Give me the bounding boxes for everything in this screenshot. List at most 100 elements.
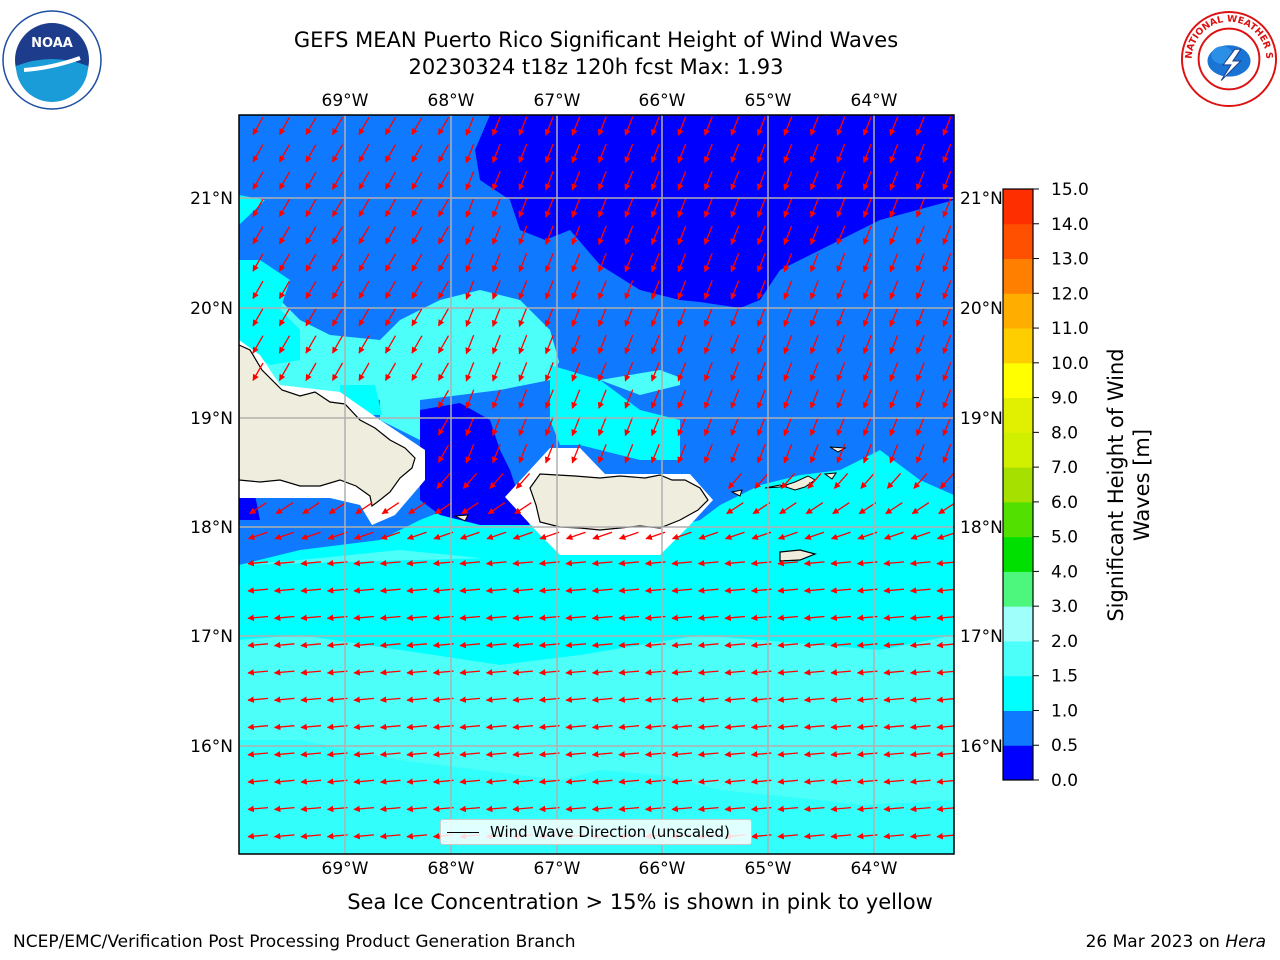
colorbar-title: Significant Height of Wind Waves [m] — [1104, 348, 1154, 622]
wind-wave-arrow — [909, 587, 931, 594]
wind-wave-arrow — [597, 225, 607, 246]
wind-wave-arrow — [465, 416, 475, 437]
wind-wave-arrow — [618, 559, 640, 567]
wind-wave-arrow — [491, 225, 501, 246]
wind-wave-arrow — [591, 669, 613, 676]
wind-wave-arrow — [597, 198, 607, 218]
wind-wave-arrow — [571, 362, 581, 382]
colorbar-swatch — [1003, 745, 1033, 781]
colorbar — [1003, 189, 1033, 781]
wind-wave-arrow — [485, 778, 507, 785]
wind-wave-arrow — [889, 307, 899, 328]
wind-wave-arrow — [358, 253, 370, 272]
wind-wave-arrow — [883, 531, 904, 540]
wind-wave-arrow — [247, 778, 269, 785]
wind-wave-arrow — [889, 198, 899, 218]
wind-wave-arrow — [938, 502, 954, 515]
wind-wave-arrow — [491, 444, 501, 464]
wind-wave-arrow — [830, 641, 852, 649]
wind-wave-arrow — [515, 472, 531, 489]
wind-wave-arrow — [597, 334, 607, 355]
wind-wave-arrow — [489, 472, 504, 489]
wind-wave-arrow — [485, 669, 507, 676]
noaa-logo-text: NOAA — [31, 36, 73, 51]
wind-wave-arrow — [326, 669, 348, 676]
wind-wave-arrow — [618, 696, 640, 703]
wind-wave-arrow — [862, 171, 872, 191]
wind-wave-arrow — [384, 253, 397, 272]
wind-wave-arrow — [624, 444, 634, 464]
wind-wave-arrow — [381, 502, 400, 515]
wind-wave-arrow — [671, 559, 693, 567]
wind-wave-arrow — [862, 444, 872, 464]
wind-wave-arrow — [911, 502, 930, 515]
wind-wave-arrow — [809, 416, 819, 437]
wind-wave-arrow — [252, 335, 264, 354]
wind-wave-arrow — [942, 362, 952, 382]
wind-wave-arrow — [591, 805, 613, 813]
lat-label: 16°N — [190, 737, 233, 757]
wind-wave-arrow — [411, 226, 423, 245]
wind-wave-arrow — [305, 226, 317, 245]
wind-wave-arrow — [326, 559, 348, 567]
colorbar-tick-label: 7.0 — [1051, 458, 1078, 478]
wind-wave-arrow — [512, 696, 534, 703]
wind-wave-arrow — [783, 362, 793, 382]
lon-label: 68°W — [428, 859, 475, 879]
wind-wave-arrow — [624, 171, 634, 191]
wind-wave-arrow — [544, 143, 554, 164]
wind-wave-arrow — [783, 416, 793, 437]
wind-wave-arrow — [942, 171, 952, 191]
lon-label: 64°W — [851, 91, 898, 111]
wind-wave-arrow — [406, 832, 428, 840]
wind-wave-arrow — [591, 696, 613, 703]
wind-wave-arrow — [305, 308, 317, 327]
wind-wave-arrow — [756, 307, 766, 328]
wind-wave-arrow — [432, 751, 454, 758]
wind-wave-arrow — [538, 805, 560, 813]
wind-wave-arrow — [459, 778, 481, 785]
wind-wave-arrow — [539, 531, 560, 540]
wind-wave-arrow — [783, 143, 793, 164]
wind-wave-arrow — [703, 198, 713, 218]
wind-wave-arrow — [465, 362, 475, 382]
wind-wave-arrow — [331, 335, 344, 354]
wind-wave-arrow — [597, 389, 607, 409]
wind-wave-arrow — [465, 444, 475, 464]
wind-wave-arrow — [698, 531, 719, 540]
render-host: Hera — [1225, 932, 1266, 952]
wind-wave-arrow — [777, 641, 799, 649]
wind-wave-arrow — [275, 502, 294, 515]
wind-wave-arrow — [909, 614, 931, 622]
wind-wave-arrow — [538, 614, 560, 622]
wind-wave-arrow — [677, 280, 687, 300]
wind-wave-arrow — [565, 696, 587, 703]
wind-wave-arrow — [777, 778, 799, 785]
wind-wave-arrow — [380, 531, 401, 540]
wind-wave-arrow — [671, 778, 693, 785]
wind-wave-arrow — [942, 252, 952, 273]
wind-wave-arrow — [703, 362, 713, 382]
wind-wave-arrow — [252, 116, 264, 136]
wind-wave-arrow — [909, 559, 931, 567]
map-subtitle: 20230324 t18z 120h fcst Max: 1.93 — [408, 55, 784, 79]
wind-wave-arrow — [624, 143, 634, 164]
wind-wave-arrow — [830, 696, 852, 703]
wave-band-1.0-1.5 — [239, 545, 954, 665]
colorbar-tick-label: 13.0 — [1051, 250, 1089, 270]
colorbar-tick-label: 3.0 — [1051, 597, 1078, 617]
wind-wave-arrow — [836, 416, 846, 437]
wind-wave-arrow — [379, 641, 401, 649]
wind-wave-arrow — [411, 308, 423, 327]
colorbar-tick-label: 0.0 — [1051, 771, 1078, 791]
lon-label: 69°W — [322, 91, 369, 111]
lat-label: 19°N — [190, 409, 233, 429]
wind-wave-arrow — [518, 416, 528, 437]
colorbar-tick-label: 6.0 — [1051, 493, 1078, 513]
wind-wave-arrow — [278, 198, 291, 218]
wind-wave-arrow — [331, 362, 344, 381]
wind-wave-arrow — [703, 171, 713, 191]
wind-wave-arrow — [406, 778, 428, 785]
wind-wave-arrow — [459, 751, 481, 758]
wind-wave-arrow — [809, 198, 819, 218]
